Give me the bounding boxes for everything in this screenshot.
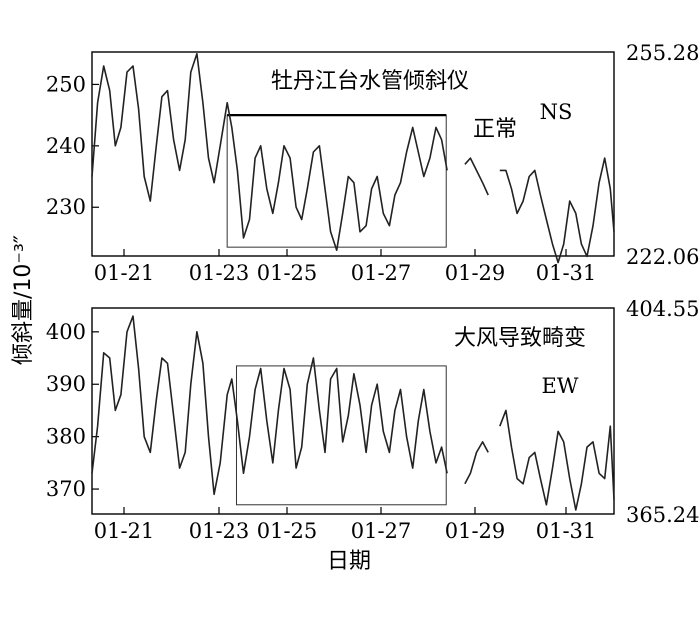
y-axis-label: 倾斜量/10⁻³″ [11,235,36,365]
x-axis-label: 日期 [327,549,371,574]
x-tick-label: 01-21 [94,519,155,543]
panel-annotation: 正常 [473,117,517,142]
x-tick-label: 01-31 [536,261,597,285]
y-max-label: 255.28 [626,41,699,65]
component-label: EW [542,374,579,398]
x-tick-label: 01-27 [351,519,412,543]
x-tick-label: 01-29 [445,261,506,285]
series-line-1 [464,157,489,196]
x-tick-label: 01-25 [257,261,318,285]
x-tick-label: 01-23 [189,261,250,285]
y-tick-label: 370 [46,477,86,501]
panel-title: 大风导致畸变 [454,326,586,351]
plot-frame [91,307,615,515]
x-tick-label: 01-27 [351,261,412,285]
series-line-0 [91,52,448,251]
plot-frame [91,51,615,257]
y-tick-label: 230 [46,195,86,219]
y-min-label: 222.06 [626,245,699,269]
x-tick-label: 01-25 [257,519,318,543]
highlight-box [235,365,447,506]
y-tick-label: 250 [46,72,86,96]
highlight-box [226,114,447,248]
x-tick-label: 01-31 [536,519,597,543]
y-tick-label: 400 [46,320,86,344]
chart-panel-ns: 230 240 250 255.28 222.06 01-21 01-23 01-25 01-2… [46,41,700,285]
x-tick-label: 01-29 [445,519,506,543]
panel-title: 牡丹江台水管倾斜仪 [271,69,469,94]
y-tick-label: 240 [46,134,86,158]
y-max-label: 404.55 [626,297,699,321]
y-tick-label: 380 [46,425,86,449]
component-label: NS [540,100,573,124]
series-line-1 [464,441,489,485]
series-line-2 [499,409,615,511]
y-tick-label: 390 [46,372,86,396]
x-tick-label: 01-21 [94,261,155,285]
y-min-label: 365.24 [626,503,699,527]
chart-panel-ew: 370 380 390 400 404.55 365.24 01-21 01-23 01-25 0… [46,297,700,543]
series-line-0 [91,315,448,496]
series-line-2 [499,157,615,264]
x-tick-label: 01-23 [189,519,250,543]
